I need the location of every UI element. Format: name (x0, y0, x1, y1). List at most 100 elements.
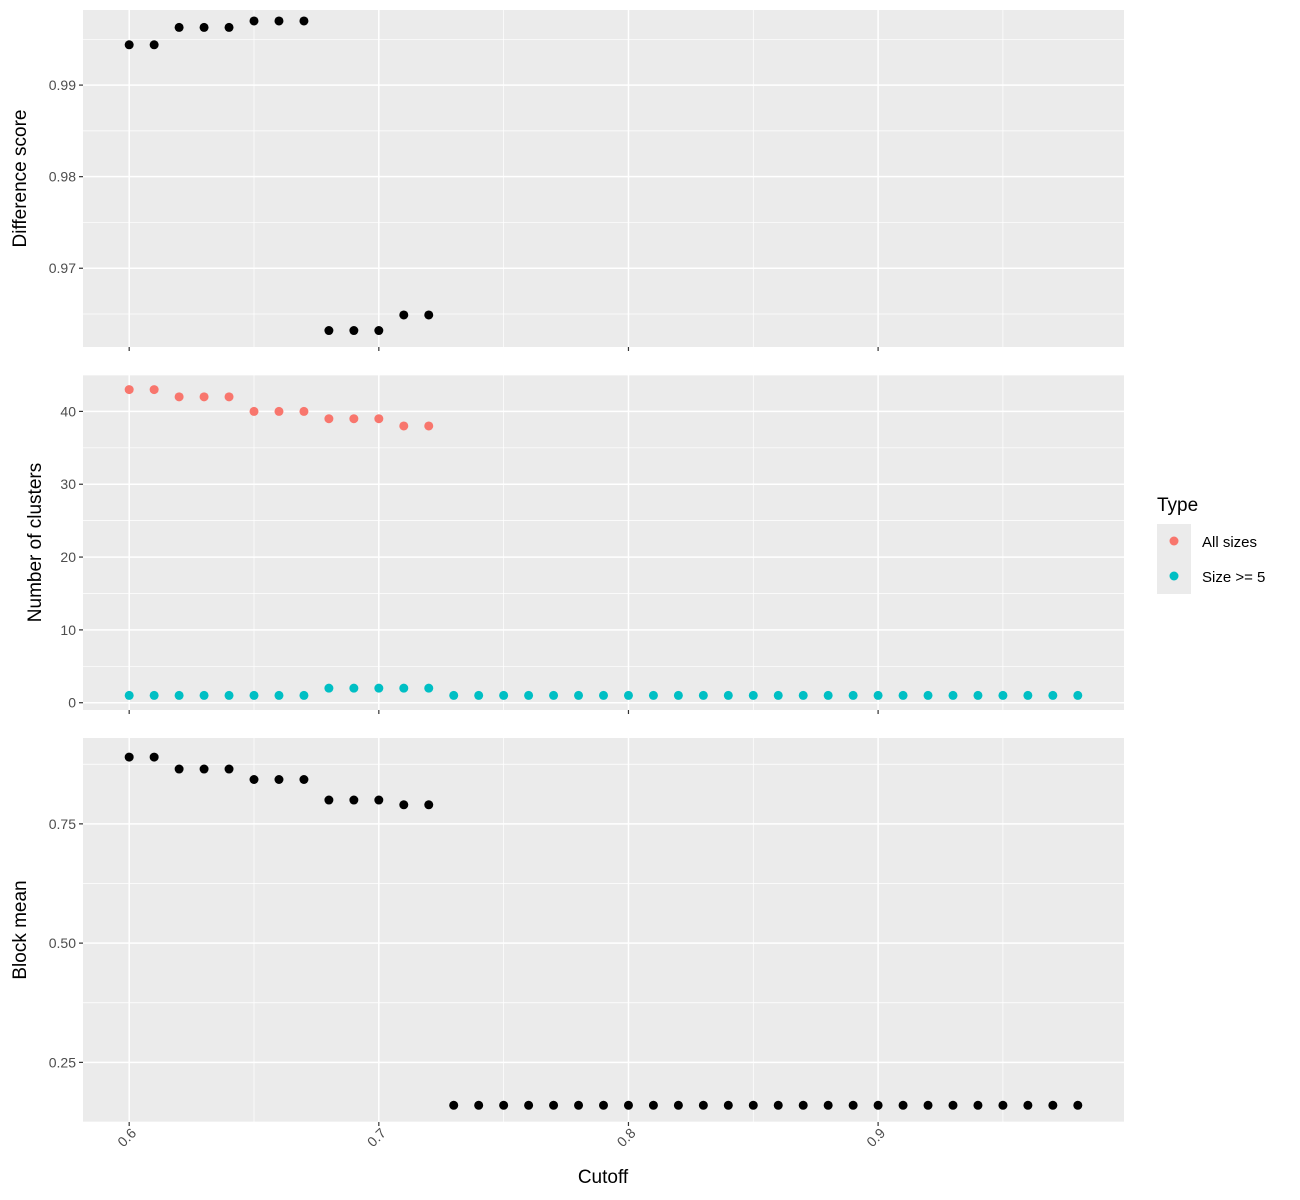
legend-label-all-sizes: All sizes (1202, 534, 1257, 551)
data-point (349, 326, 359, 336)
data-point (923, 690, 933, 700)
data-point (174, 392, 184, 402)
data-point (399, 800, 409, 810)
data-point (873, 690, 883, 700)
data-point (798, 690, 808, 700)
data-point (1023, 690, 1033, 700)
data-point (973, 690, 983, 700)
x-tick-label: 0.8 (614, 1125, 639, 1150)
data-point (399, 310, 409, 320)
data-point (299, 775, 309, 785)
panel-background (83, 10, 1124, 347)
data-point (149, 385, 159, 395)
y-tick-label: 0.98 (49, 169, 76, 185)
data-point (299, 16, 309, 26)
data-point (623, 690, 633, 700)
data-point (773, 690, 783, 700)
y-tick-label: 0.99 (49, 77, 76, 93)
data-point (449, 1100, 459, 1110)
data-point (274, 690, 284, 700)
data-point (698, 1100, 708, 1110)
data-point (599, 1100, 608, 1110)
data-point (599, 690, 608, 700)
data-point (549, 690, 559, 700)
data-point (499, 690, 509, 700)
data-point (848, 1100, 858, 1110)
data-point (224, 764, 234, 774)
y-tick-label: 0 (68, 695, 76, 711)
data-point (998, 690, 1008, 700)
data-point (149, 690, 159, 700)
x-tick-label: 0.7 (364, 1125, 389, 1150)
y-axis-title: Block mean (10, 880, 31, 979)
data-point (449, 690, 459, 700)
data-point (648, 690, 658, 700)
y-axis-title: Number of clusters (25, 463, 46, 622)
data-point (798, 1100, 808, 1110)
data-point (249, 406, 259, 416)
y-tick-label: 30 (60, 476, 76, 492)
data-point (349, 795, 359, 805)
data-point (274, 16, 284, 26)
data-point (124, 690, 134, 700)
data-point (898, 690, 908, 700)
data-point (349, 414, 359, 424)
data-point (499, 1100, 509, 1110)
data-point (673, 690, 683, 700)
data-point (249, 690, 259, 700)
legend: Type All sizes Size >= 5 (1157, 495, 1265, 594)
data-point (324, 326, 334, 336)
data-point (249, 775, 259, 785)
panel-3: 0.25 0.50 0.75 Block mean (10, 738, 1124, 1126)
data-point (324, 795, 334, 805)
data-point (174, 764, 184, 774)
panel-background (83, 375, 1124, 710)
y-tick-label: 0.97 (49, 260, 76, 276)
data-point (948, 690, 958, 700)
y-tick-label: 0.75 (49, 816, 76, 832)
data-point (623, 1100, 633, 1110)
data-point (474, 690, 484, 700)
data-point (524, 690, 534, 700)
data-point (424, 421, 434, 431)
data-point (748, 690, 758, 700)
data-point (124, 752, 134, 762)
data-point (149, 40, 159, 50)
data-point (823, 690, 833, 700)
data-point (723, 1100, 733, 1110)
data-point (424, 683, 434, 693)
data-point (923, 1100, 933, 1110)
data-point (1023, 1100, 1033, 1110)
y-tick-label: 20 (60, 549, 76, 565)
legend-title: Type (1157, 495, 1198, 516)
data-point (524, 1100, 534, 1110)
data-point (199, 392, 209, 402)
y-tick-label: 40 (60, 403, 76, 419)
data-point (673, 1100, 683, 1110)
data-point (274, 406, 284, 416)
data-point (274, 775, 284, 785)
data-point (698, 690, 708, 700)
y-tick-label: 0.50 (49, 935, 76, 951)
data-point (149, 752, 159, 762)
data-point (848, 690, 858, 700)
data-point (199, 764, 209, 774)
data-point (399, 683, 409, 693)
x-tick-label: 0.6 (114, 1125, 139, 1150)
data-point (1073, 1100, 1083, 1110)
legend-dot-size-5 (1169, 571, 1179, 581)
data-point (374, 683, 384, 693)
data-point (249, 16, 259, 26)
data-point (424, 800, 434, 810)
data-point (224, 690, 234, 700)
data-point (474, 1100, 484, 1110)
legend-dot-all-sizes (1169, 536, 1179, 546)
data-point (124, 385, 134, 395)
data-point (374, 414, 384, 424)
panel-1: 0.97 0.98 0.99 Difference score (10, 10, 1124, 351)
data-point (349, 683, 359, 693)
data-point (1073, 690, 1083, 700)
panel-2: 0 10 20 30 40 Number of clusters (25, 374, 1124, 714)
data-point (174, 690, 184, 700)
